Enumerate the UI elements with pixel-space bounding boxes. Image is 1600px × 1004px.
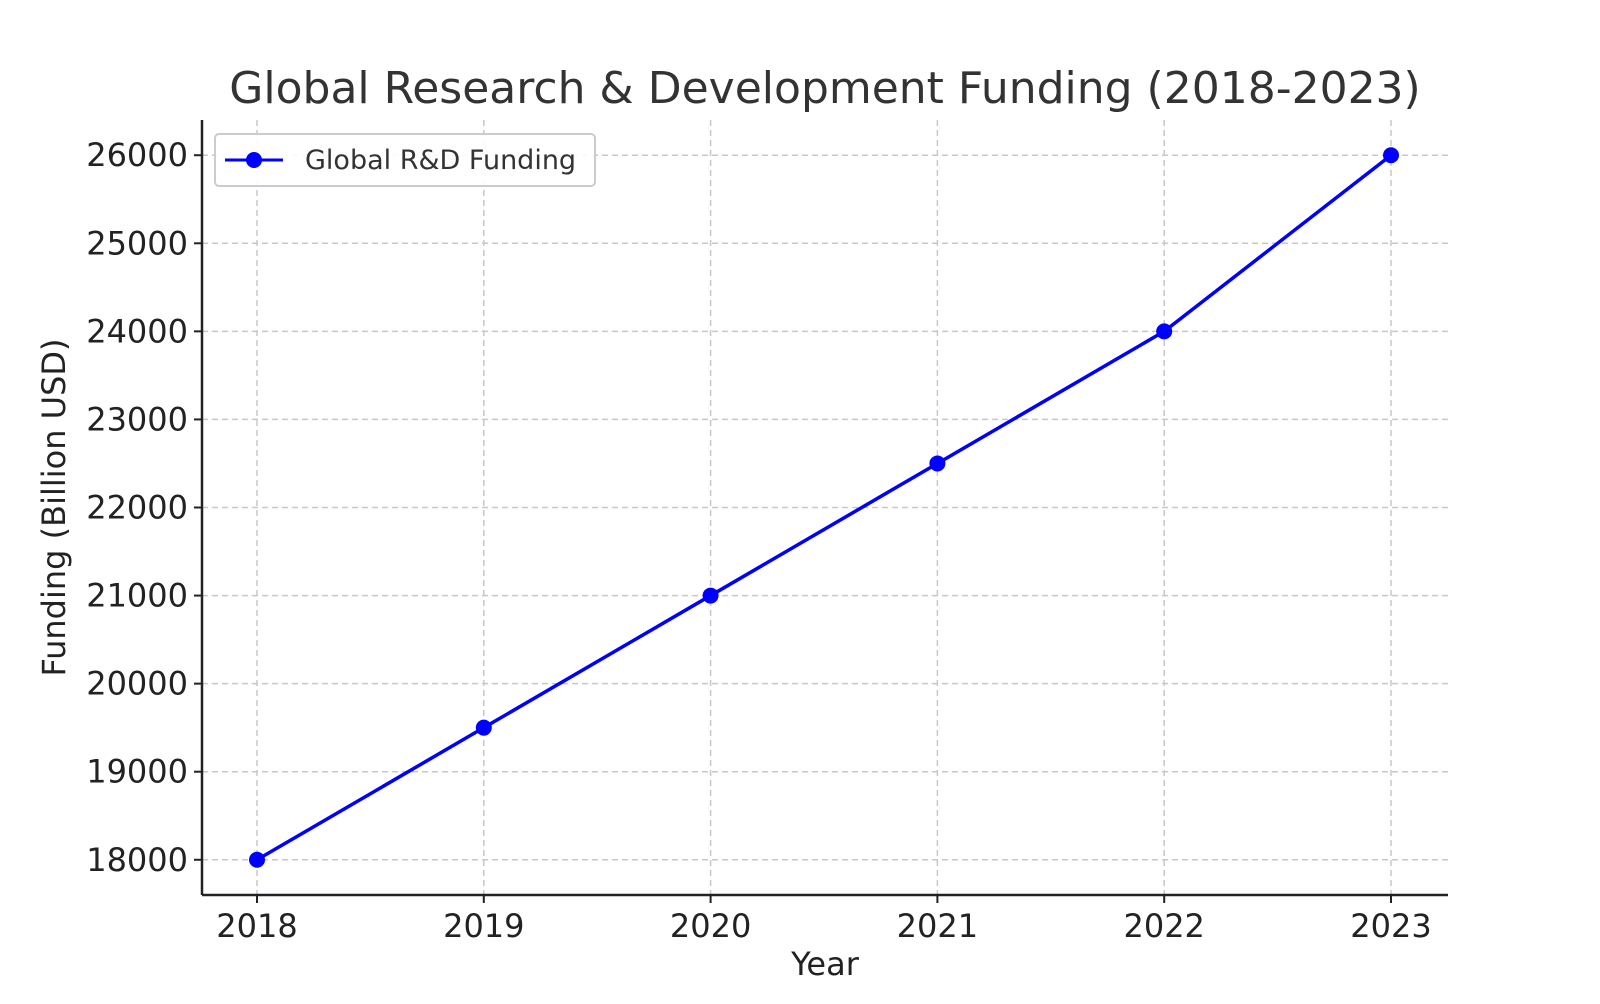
x-tick-label: 2022 — [1123, 907, 1204, 945]
y-tick-label: 20000 — [86, 665, 188, 703]
x-tick-label: 2023 — [1350, 907, 1431, 945]
legend-label: Global R&D Funding — [305, 145, 576, 176]
y-tick-label: 24000 — [86, 312, 188, 350]
grid-lines — [202, 120, 1448, 895]
y-axis-label: Funding (Billion USD) — [35, 338, 73, 676]
y-tick-label: 22000 — [86, 489, 188, 527]
y-tick-label: 21000 — [86, 577, 188, 615]
legend-box — [214, 133, 596, 187]
y-tick-label: 26000 — [86, 136, 188, 174]
data-point — [249, 851, 265, 868]
legend-marker — [246, 152, 262, 168]
chart-title: Global Research & Development Funding (2… — [229, 63, 1420, 114]
series-line — [256, 153, 1393, 862]
y-tick-label: 18000 — [86, 841, 188, 879]
x-tick-label: 2021 — [897, 907, 978, 945]
x-tick-label: 2018 — [216, 907, 297, 945]
y-tick-label: 19000 — [86, 753, 188, 791]
x-axis-label: Year — [790, 945, 860, 983]
x-tick-label: 2020 — [670, 907, 751, 945]
y-axis-ticks: 18000 19000 20000 21000 22000 23000 24000 25000… — [86, 136, 202, 879]
series-layer — [249, 147, 1399, 868]
data-point — [1383, 147, 1399, 164]
data-point — [929, 455, 946, 472]
y-tick-label: 23000 — [86, 400, 188, 438]
x-tick-label: 2019 — [443, 907, 524, 945]
legend: Global R&D Funding — [214, 133, 596, 187]
data-point — [475, 719, 492, 736]
data-point — [702, 587, 719, 604]
data-point — [1156, 323, 1173, 340]
x-axis-ticks: 2018 2019 2020 2021 2022 2023 — [216, 895, 1432, 945]
y-tick-label: 25000 — [86, 224, 188, 262]
